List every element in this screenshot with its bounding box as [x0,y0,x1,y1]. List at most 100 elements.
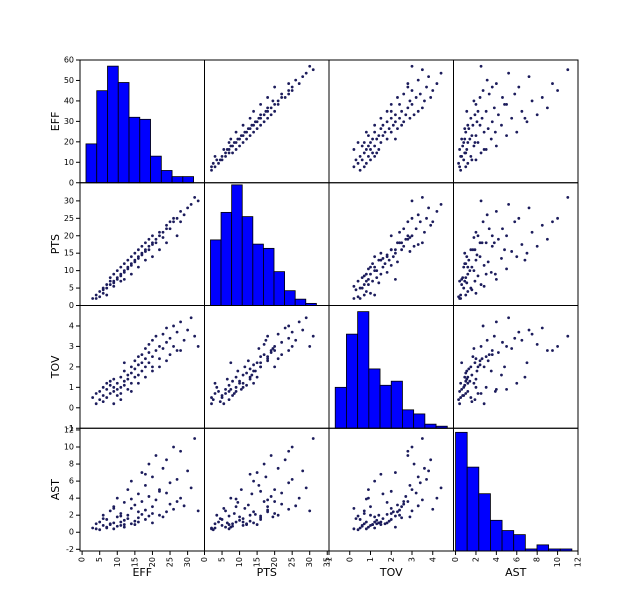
scatter-point [461,394,465,397]
scatter-point [389,489,393,493]
scatter-point [398,116,401,120]
scatter-point [466,161,470,165]
scatter-point [220,394,224,397]
scatter-point [352,527,356,531]
scatter-point [474,377,478,381]
scatter-point [408,250,412,253]
scatter-point [387,519,391,523]
scatter-point [431,220,435,224]
scatter-point [213,154,217,158]
y-tick-label: 25 [64,214,74,223]
scatter-point [503,248,506,252]
scatter-point [196,509,200,513]
scatter-point [266,355,270,359]
scatter-point [126,373,130,377]
scatter-point [225,521,229,525]
scatter-point [210,527,213,531]
scatter-point [154,241,158,245]
scatter-point [379,258,383,262]
x-tick-label: 10 [235,557,244,567]
scatter-point [381,134,385,137]
scatter-point [472,381,476,385]
scatter-point [182,213,186,217]
x-tick-label: 4 [492,557,501,562]
scatter-point [530,332,534,336]
scatter-point [402,502,406,506]
scatter-point [108,392,112,395]
scatter-point [172,445,175,449]
scatter-point [210,165,213,169]
scatter-point [468,379,472,383]
scatter-point [369,158,372,162]
hist-bar [171,176,184,184]
y-tick-label: 10 [64,443,74,452]
scatter-point [381,257,385,260]
scatter-point [238,144,241,148]
scatter-point [234,375,238,379]
scatter-point [385,137,389,141]
scatter-point [105,381,109,385]
scatter-point [252,381,255,385]
scatter-point [252,521,255,525]
scatter-point [373,293,377,297]
x-tick-label: 25 [288,557,297,567]
scatter-point [140,244,144,248]
scatter-point [371,151,374,155]
scatter-point [439,486,443,490]
scatter-point [151,365,154,369]
scatter-point [507,316,511,320]
scatter-point [158,345,161,348]
scatter-point [416,504,420,508]
scatter-point [367,134,370,137]
scatter-point [168,353,172,356]
y-tick-label: -1 [66,424,74,433]
scatter-point [408,116,412,120]
scatter-point [189,202,193,206]
scatter-point [140,369,144,373]
scatter-point [165,223,168,227]
scatter-point [266,359,270,363]
scatter-point [373,154,377,158]
scatter-point [470,134,474,137]
scatter-point [257,347,261,350]
y-tick-label: -2 [66,545,74,554]
scatter-point [385,512,389,516]
scatter-point [115,277,119,281]
scatter-point [227,151,231,155]
panel-frame [79,305,205,429]
scatter-point [362,274,366,278]
scatter-point [112,390,116,393]
scatter-point [144,518,147,521]
scatter-point [500,123,503,127]
scatter-point [420,195,424,199]
scatter-point [119,524,123,527]
scatter-point [470,288,474,292]
scatter-point [158,513,161,517]
scatter-point [400,505,404,509]
scatter-point [175,330,179,334]
scatter-point [479,345,483,348]
x-tick-label: 15 [130,557,139,567]
scatter-point [119,514,123,518]
scatter-point [144,347,147,350]
scatter-point [172,216,175,220]
scatter-point [429,223,433,227]
hist-bar [334,386,347,429]
scatter-point [229,137,233,141]
scatter-point [250,123,254,127]
y-tick-label: 30 [64,117,74,126]
hist-bar [96,90,108,184]
scatter-point [269,113,273,117]
scatter-point [182,504,186,508]
scatter-point [427,469,430,473]
scatter-point [479,151,483,155]
scatter-point [220,396,224,399]
scatter-point [133,359,137,363]
scatter-point [379,472,383,476]
scatter-point [474,230,478,234]
scatter-point [530,230,534,234]
y-axis-title: PTS [49,234,62,254]
scatter-point [248,367,252,371]
scatter-point [147,495,151,498]
scatter-point [98,528,102,532]
